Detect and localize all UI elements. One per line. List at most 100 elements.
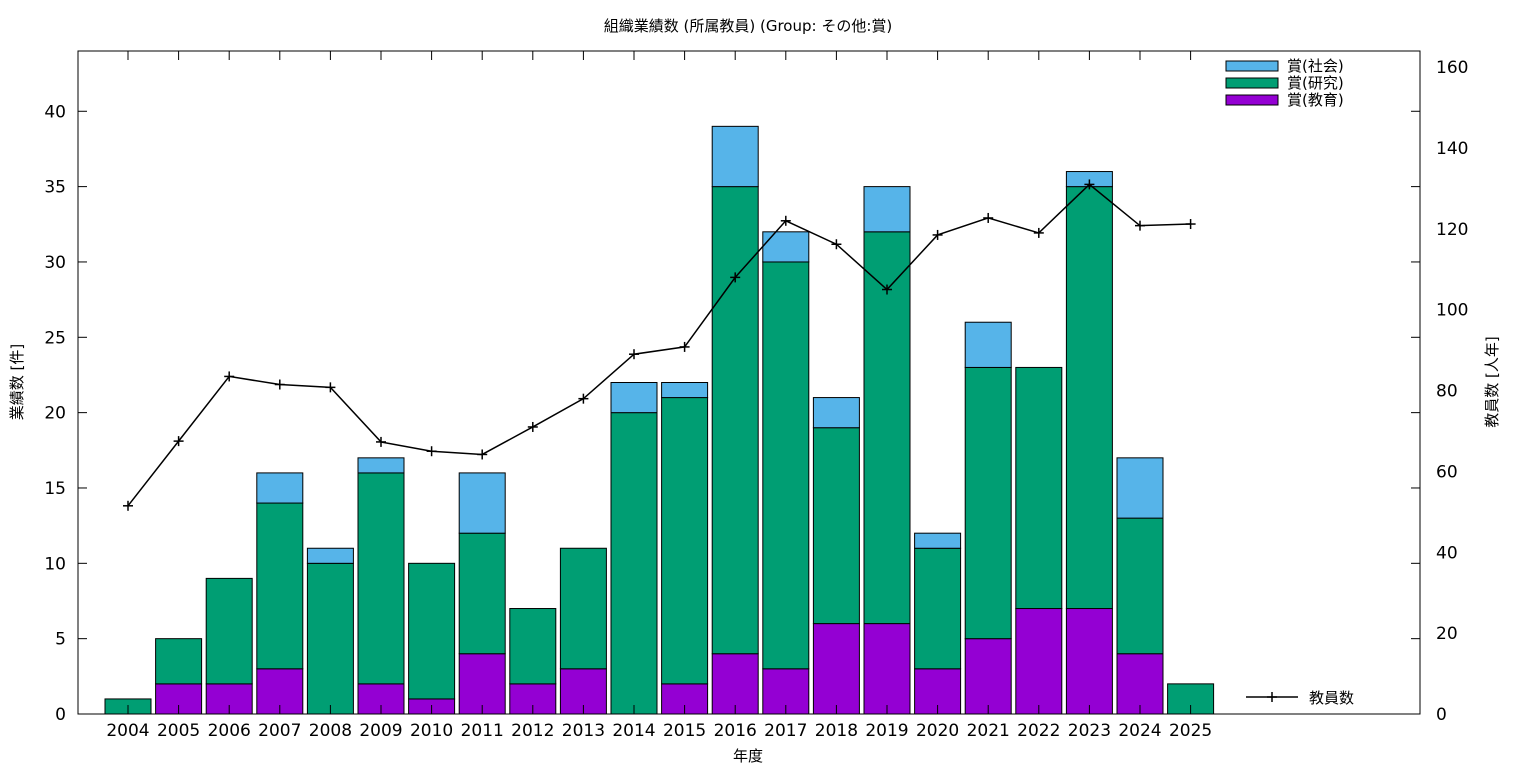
bar-layer <box>104 125 1215 715</box>
y-tick-label: 30 <box>44 253 66 273</box>
x-tick-label: 2011 <box>461 721 504 741</box>
line-point-2004 <box>123 500 133 511</box>
line-point-2015 <box>679 341 690 352</box>
bar-2023-s1 <box>1065 186 1113 610</box>
bar-2019-s2 <box>863 186 911 233</box>
x-tick-label: 2025 <box>1169 721 1212 741</box>
legend-swatch <box>1225 60 1279 72</box>
y2-tick-label: 100 <box>1436 301 1468 321</box>
y-tick-label: 40 <box>44 102 66 122</box>
line-point-2013 <box>578 393 589 404</box>
x-tick-label: 2007 <box>258 721 301 741</box>
bar-2024-s1 <box>1116 517 1164 655</box>
bar-2018-s1 <box>812 427 860 625</box>
y2-tick-label: 80 <box>1436 382 1458 402</box>
x-tick-label: 2015 <box>663 721 706 741</box>
x-tick-label: 2018 <box>815 721 858 741</box>
bar-2009-s2 <box>357 457 405 474</box>
line-point-2019 <box>882 284 892 295</box>
bar-2021-s1 <box>964 366 1012 640</box>
bar-2013-s1 <box>559 547 607 670</box>
x-tick-label: 2017 <box>764 721 807 741</box>
axes-layer: 0510152025303540020406080100120140160200… <box>44 51 1468 741</box>
bar-2008-s2 <box>306 547 354 564</box>
bar-2009-s1 <box>357 472 405 685</box>
y-tick-label: 20 <box>44 404 66 424</box>
legend-label: 賞(教育) <box>1287 91 1344 109</box>
y-tick-label: 25 <box>44 328 66 348</box>
y2-tick-label: 120 <box>1436 220 1468 240</box>
bar-2018-s0 <box>812 623 860 715</box>
x-tick-label: 2020 <box>916 721 959 741</box>
bar-2015-s2 <box>661 382 709 399</box>
line-point-2018 <box>831 239 842 250</box>
x-tick-label: 2016 <box>714 721 757 741</box>
chart-title: 組織業績数 (所属教員) (Group: その他:賞) <box>604 17 893 35</box>
x-tick-label: 2022 <box>1017 721 1060 741</box>
legend-swatch <box>1225 77 1279 89</box>
bar-2011-s1 <box>458 532 506 655</box>
line-series-path <box>127 183 1191 507</box>
y2-tick-label: 40 <box>1436 543 1458 563</box>
x-tick-label: 2005 <box>157 721 200 741</box>
line-point-2005 <box>173 436 184 447</box>
bar-2017-s1 <box>762 261 810 670</box>
line-point-2012 <box>527 421 538 432</box>
x-axis-label: 年度 <box>733 747 763 765</box>
x-tick-label: 2004 <box>106 721 149 741</box>
x-tick-label: 2012 <box>511 721 554 741</box>
line-point-2006 <box>224 371 235 382</box>
x-tick-label: 2009 <box>359 721 402 741</box>
bar-2022-s1 <box>1015 366 1063 610</box>
legend: 賞(社会)賞(研究)賞(教育) 教員数 <box>1225 57 1354 707</box>
y-tick-label: 10 <box>44 554 66 574</box>
line-point-2017 <box>780 215 791 226</box>
x-tick-label: 2023 <box>1068 721 1111 741</box>
y2-axis-label: 教員数 [人年] <box>1483 336 1501 427</box>
bar-2024-s0 <box>1116 653 1164 715</box>
line-point-2014 <box>629 349 639 360</box>
y2-tick-label: 160 <box>1436 58 1468 78</box>
bar-2016-s0 <box>711 653 759 715</box>
line-point-2025 <box>1185 219 1196 230</box>
line-point-2010 <box>426 446 437 457</box>
y2-tick-label: 20 <box>1436 624 1458 644</box>
bar-2010-s1 <box>408 562 456 700</box>
bar-2019-s0 <box>863 623 911 715</box>
bar-2020-s1 <box>914 547 962 670</box>
line-point-2009 <box>376 436 386 447</box>
x-tick-label: 2024 <box>1118 721 1161 741</box>
legend-line-label: 教員数 <box>1309 689 1354 707</box>
bar-2016-s2 <box>711 125 759 188</box>
bar-2007-s1 <box>256 502 304 670</box>
x-tick-label: 2006 <box>208 721 251 741</box>
line-point-2023 <box>1084 179 1095 190</box>
bar-2024-s2 <box>1116 457 1164 519</box>
x-tick-label: 2013 <box>562 721 605 741</box>
bar-2006-s1 <box>205 577 253 685</box>
bar-2021-s2 <box>964 321 1012 368</box>
line-point-2016 <box>730 272 741 283</box>
bar-2012-s1 <box>509 608 557 685</box>
bar-2014-s1 <box>610 412 658 715</box>
bar-2014-s2 <box>610 382 658 414</box>
bar-2020-s2 <box>914 532 962 549</box>
y2-tick-label: 140 <box>1436 139 1468 159</box>
y2-tick-label: 0 <box>1436 705 1447 725</box>
y-tick-label: 15 <box>44 479 66 499</box>
legend-label: 賞(社会) <box>1287 57 1344 75</box>
y-tick-label: 35 <box>44 178 66 198</box>
bar-2005-s1 <box>155 638 203 685</box>
bar-2016-s1 <box>711 186 759 655</box>
plot-frame <box>77 50 1421 715</box>
bar-2019-s1 <box>863 231 911 625</box>
y-tick-label: 0 <box>55 705 66 725</box>
legend-label: 賞(研究) <box>1287 74 1344 92</box>
line-point-2007 <box>274 379 285 390</box>
y-tick-label: 5 <box>55 630 66 650</box>
x-tick-label: 2008 <box>309 721 352 741</box>
bar-2015-s1 <box>661 397 709 685</box>
line-point-2021 <box>983 212 994 223</box>
bar-2022-s0 <box>1015 608 1063 715</box>
x-tick-label: 2019 <box>865 721 908 741</box>
